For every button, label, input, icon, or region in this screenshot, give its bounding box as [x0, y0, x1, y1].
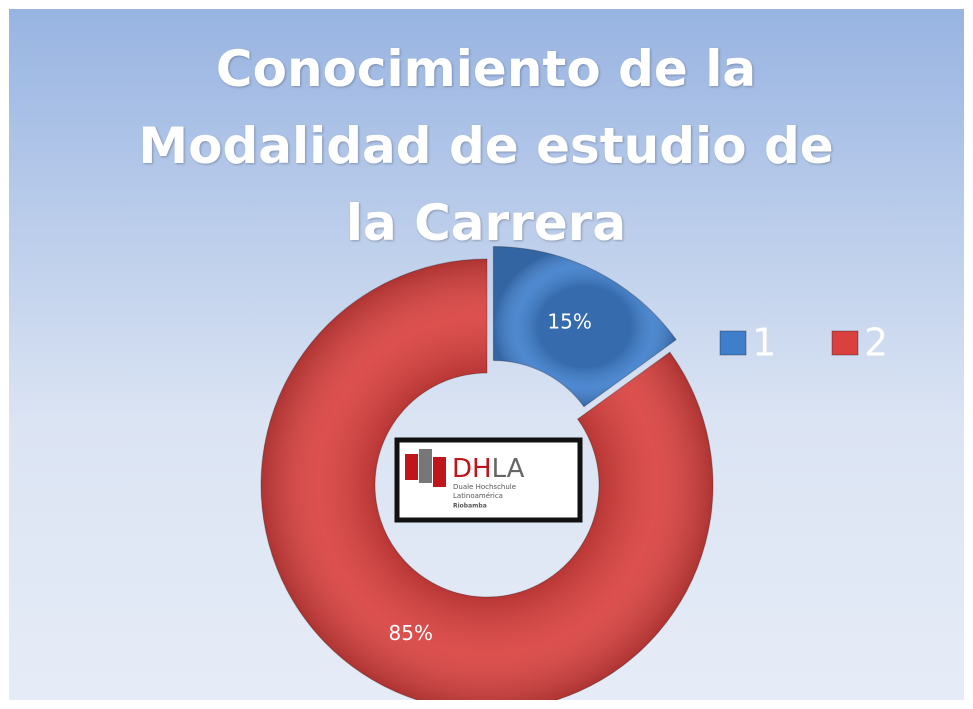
chart-title: Conocimiento de la Modalidad de estudio … — [138, 40, 834, 252]
logo-mark: LA — [492, 454, 525, 484]
logo-mark: DH — [452, 454, 492, 484]
logo-line: Riobamba — [453, 503, 487, 510]
logo-icon — [433, 457, 446, 487]
logo-line: Latinoamérica — [453, 492, 503, 500]
legend-label: 1 — [752, 321, 776, 365]
data-label: 15% — [547, 309, 591, 333]
legend-label: 2 — [864, 321, 888, 365]
legend-swatch — [719, 330, 747, 356]
logo-mark: DHLA — [452, 454, 525, 484]
legend-swatch — [831, 330, 859, 356]
chart-frame: DHLA Duale Hochschule Latinoamérica Riob… — [9, 9, 964, 700]
data-label: 85% — [389, 621, 433, 645]
logo-icon — [419, 449, 432, 483]
logo-icon — [405, 454, 418, 480]
logo-line: Duale Hochschule — [453, 483, 516, 491]
